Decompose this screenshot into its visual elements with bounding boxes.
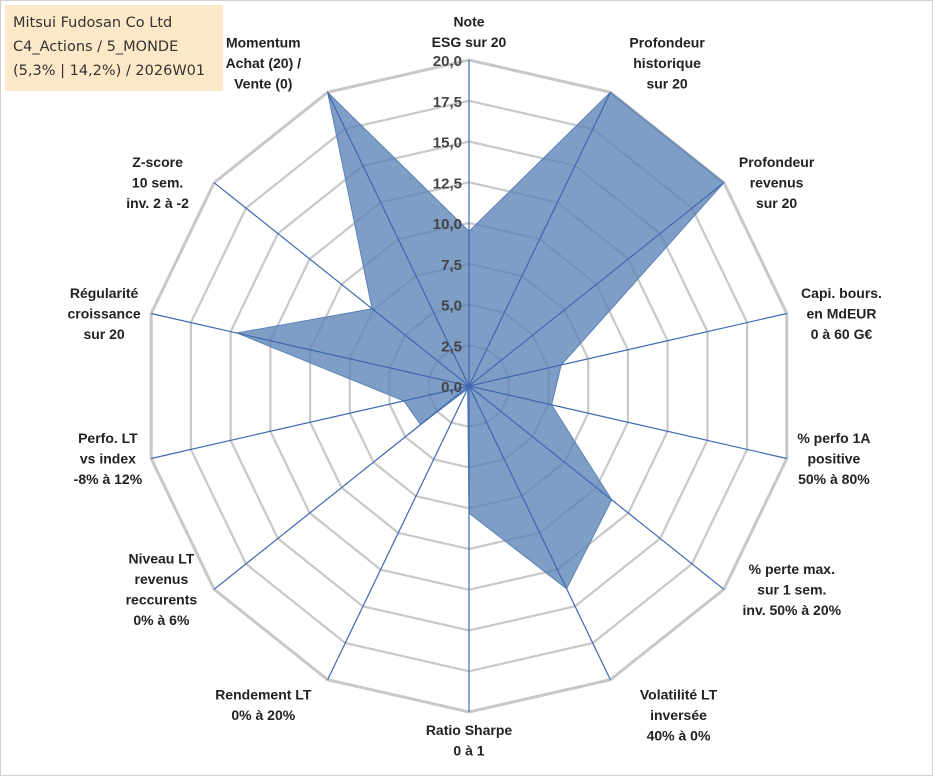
axis-label-line: positive — [807, 451, 860, 467]
axis-label-line: Achat (20) / — [226, 55, 302, 71]
axis-label-13: Z-score 10 sem. inv. 2 à -2 — [126, 154, 189, 211]
axis-label-line: Volatilité LT — [640, 687, 718, 703]
axis-label-4: Capi. bours. en MdEUR 0 à 60 G€ — [801, 285, 882, 342]
axis-label-line: 0 à 1 — [453, 743, 484, 759]
axis-label-11: Perfo. LT vs index -8% à 12% — [74, 430, 143, 487]
axis-labels: Note ESG sur 20 Profondeur historique sur 20… — [68, 14, 882, 759]
axis-label-10: Niveau LT revenus reccurents 0% à 6% — [126, 551, 198, 629]
axis-label-line: ESG sur 20 — [432, 34, 507, 50]
spoke-9 — [327, 385, 470, 680]
axis-label-2: Profondeur historique sur 20 — [629, 34, 705, 91]
axis-label-6: % perte max. sur 1 sem. inv. 50% à 20% — [743, 561, 842, 618]
axis-label-line: Ratio Sharpe — [426, 722, 513, 738]
axis-label-5: % perfo 1A positive 50% à 80% — [797, 430, 870, 487]
axis-label-line: 50% à 80% — [798, 471, 870, 487]
tick-label: 5,0 — [441, 298, 462, 315]
spoke-2 — [468, 92, 611, 387]
axis-label-line: 0% à 6% — [133, 612, 190, 628]
spoke-11 — [151, 385, 470, 460]
axis-label-line: Perfo. LT — [78, 430, 138, 446]
tick-label: 2,5 — [441, 338, 462, 355]
axis-label-12: Régularité croissance sur 20 — [68, 285, 141, 342]
axis-label-line: historique — [633, 55, 701, 71]
axis-label-8: Ratio Sharpe 0 à 1 — [426, 722, 513, 759]
spoke-13 — [213, 182, 470, 387]
axis-label-line: inv. 2 à -2 — [126, 195, 189, 211]
spoke-3 — [468, 182, 725, 387]
tick-label: 15,0 — [433, 135, 462, 152]
axis-label-line: sur 1 sem. — [757, 581, 826, 597]
axis-label-line: Niveau LT — [128, 551, 194, 567]
axis-label-line: inversée — [650, 707, 707, 723]
axis-label-line: Rendement LT — [215, 687, 312, 703]
axis-label-line: Vente (0) — [234, 75, 292, 91]
axis-label-line: sur 20 — [83, 326, 124, 342]
spoke-4 — [468, 312, 787, 387]
axis-label-line: Capi. bours. — [801, 285, 882, 301]
axis-label-line: sur 20 — [646, 75, 687, 91]
tick-label: 10,0 — [433, 216, 462, 233]
axis-label-1: Note ESG sur 20 — [432, 14, 507, 51]
axis-label-line: inv. 50% à 20% — [743, 602, 842, 618]
axis-label-line: % perfo 1A — [797, 430, 870, 446]
axis-label-14: Momentum Achat (20) / Vente (0) — [226, 34, 302, 91]
info-period: (5,3% | 14,2%) / 2026W01 — [13, 63, 206, 79]
axis-label-line: Profondeur — [739, 154, 815, 170]
axis-label-line: Régularité — [70, 285, 139, 301]
axis-label-line: 0 à 60 G€ — [811, 326, 873, 342]
axis-label-line: sur 20 — [756, 195, 797, 211]
axis-label-line: en MdEUR — [807, 306, 877, 322]
info-company-name: Mitsui Fudosan Co Ltd — [13, 15, 173, 31]
axis-label-line: -8% à 12% — [74, 471, 143, 487]
axis-label-9: Rendement LT 0% à 20% — [215, 687, 312, 724]
axis-label-line: Momentum — [226, 34, 301, 50]
tick-label: 20,0 — [433, 53, 462, 70]
axis-label-7: Volatilité LT inversée 40% à 0% — [640, 687, 718, 744]
info-box: Mitsui Fudosan Co Ltd C4_Actions / 5_MON… — [5, 5, 223, 91]
spoke-5 — [468, 385, 787, 460]
info-category: C4_Actions / 5_MONDE — [13, 39, 179, 55]
axis-label-line: 10 sem. — [132, 175, 183, 191]
spoke-6 — [468, 385, 725, 590]
tick-label: 12,5 — [433, 175, 462, 192]
axis-label-line: reccurents — [126, 592, 198, 608]
spoke-10 — [213, 385, 470, 590]
axis-label-3: Profondeur revenus sur 20 — [739, 154, 815, 211]
spokes — [151, 60, 787, 712]
tick-labels: 0,0 2,5 5,0 7,5 10,0 12,5 15,0 17,5 20,0 — [433, 53, 462, 396]
spoke-14 — [327, 92, 470, 387]
axis-label-line: revenus — [135, 571, 189, 587]
axis-label-line: Z-score — [132, 154, 183, 170]
spoke-7 — [468, 385, 611, 680]
axis-label-line: 0% à 20% — [231, 707, 295, 723]
axis-label-line: % perte max. — [749, 561, 835, 577]
spoke-12 — [151, 312, 470, 387]
tick-label: 7,5 — [441, 257, 462, 274]
axis-label-line: Note — [453, 14, 484, 30]
tick-label: 0,0 — [441, 379, 462, 396]
tick-label: 17,5 — [433, 94, 462, 111]
axis-label-line: croissance — [68, 306, 141, 322]
axis-label-line: 40% à 0% — [647, 728, 711, 744]
axis-label-line: revenus — [750, 175, 804, 191]
axis-label-line: vs index — [80, 451, 136, 467]
axis-label-line: Profondeur — [629, 34, 705, 50]
